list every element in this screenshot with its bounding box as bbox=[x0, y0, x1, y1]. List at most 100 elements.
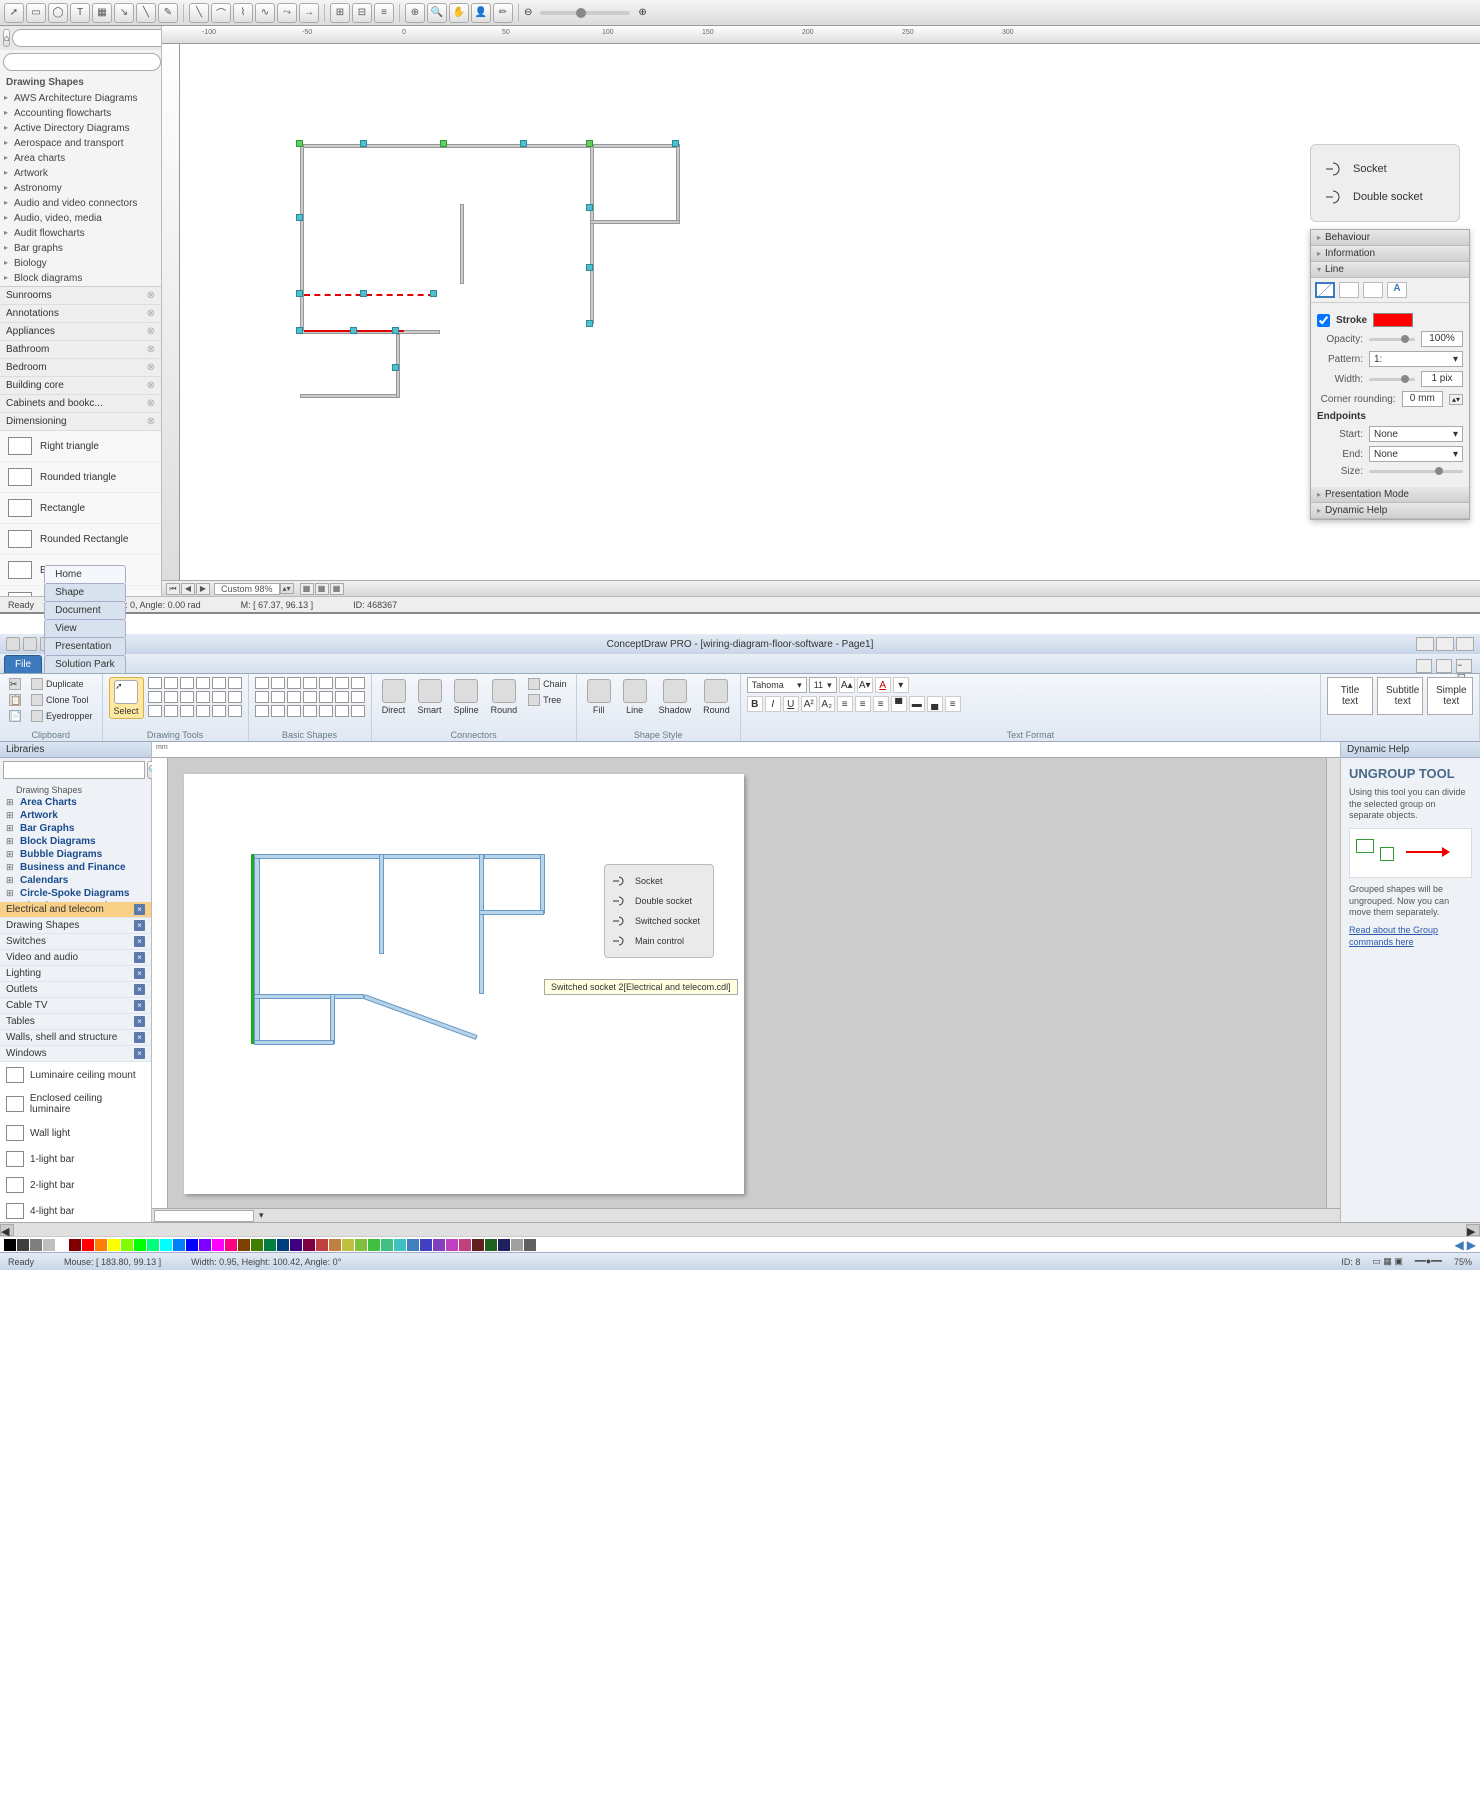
category-item[interactable]: Dimensioning⊗ bbox=[0, 413, 161, 431]
corner-value[interactable]: 0 mm bbox=[1402, 391, 1443, 407]
tool-ungroup[interactable]: ⊟ bbox=[352, 3, 372, 23]
lib-tree-item[interactable]: Business and Finance bbox=[0, 861, 151, 874]
tree-item[interactable]: Astronomy bbox=[0, 181, 161, 196]
palette-swatch[interactable] bbox=[95, 1239, 107, 1251]
bold-button[interactable]: B bbox=[747, 696, 763, 712]
tool-align[interactable]: ≡ bbox=[374, 3, 394, 23]
category-item[interactable]: Bedroom⊗ bbox=[0, 359, 161, 377]
zoom-level[interactable]: Custom 98% bbox=[214, 583, 280, 595]
palette-swatch[interactable] bbox=[446, 1239, 458, 1251]
style-button[interactable]: Shadow bbox=[655, 677, 696, 717]
opacity-value[interactable]: 100% bbox=[1421, 331, 1463, 347]
palette-swatch[interactable] bbox=[394, 1239, 406, 1251]
lib-tree-item[interactable]: Calendars bbox=[0, 874, 151, 887]
palette-swatch[interactable] bbox=[511, 1239, 523, 1251]
tree-item[interactable]: AWS Architecture Diagrams bbox=[0, 91, 161, 106]
palette-swatch[interactable] bbox=[485, 1239, 497, 1251]
lib-tree-item[interactable]: Circular Arrows Diagrams bbox=[0, 900, 151, 902]
palette-swatch[interactable] bbox=[303, 1239, 315, 1251]
canvas[interactable]: SocketDouble socket Behaviour Informatio… bbox=[180, 44, 1480, 580]
ribbon-btn-2[interactable] bbox=[1436, 659, 1452, 673]
palette-swatch[interactable] bbox=[316, 1239, 328, 1251]
bottom-scroll[interactable]: ◀▶ bbox=[0, 1222, 1480, 1236]
align-bot[interactable]: ▄ bbox=[927, 696, 943, 712]
style-button[interactable]: Round bbox=[699, 677, 734, 717]
grow-font[interactable]: A▴ bbox=[839, 677, 855, 693]
help-link[interactable]: Read about the Group commands here bbox=[1349, 925, 1438, 947]
tree-item[interactable]: Audio and video connectors bbox=[0, 196, 161, 211]
shape-item[interactable]: Rounded triangle bbox=[0, 462, 161, 493]
lib-shape-item[interactable]: Wall light bbox=[0, 1120, 151, 1146]
palette-swatch[interactable] bbox=[108, 1239, 120, 1251]
align-center[interactable]: ≡ bbox=[855, 696, 871, 712]
size-slider[interactable] bbox=[1369, 470, 1463, 473]
library-search[interactable] bbox=[3, 761, 145, 779]
paste-button[interactable]: 📄 bbox=[6, 709, 24, 723]
palette-swatch[interactable] bbox=[433, 1239, 445, 1251]
tool-user[interactable]: 👤 bbox=[471, 3, 491, 23]
library-item[interactable]: Outlets× bbox=[0, 982, 151, 998]
tree-item[interactable]: Active Directory Diagrams bbox=[0, 121, 161, 136]
palette-swatch[interactable] bbox=[43, 1239, 55, 1251]
page-first[interactable]: ⏮ bbox=[166, 583, 180, 595]
cut-button[interactable]: ✂ bbox=[6, 677, 24, 691]
search-input[interactable] bbox=[12, 29, 162, 47]
tab-fill-icon[interactable] bbox=[1339, 282, 1359, 298]
palette-swatch[interactable] bbox=[329, 1239, 341, 1251]
library-item[interactable]: Video and audio× bbox=[0, 950, 151, 966]
palette-swatch[interactable] bbox=[160, 1239, 172, 1251]
palette-swatch[interactable] bbox=[420, 1239, 432, 1251]
qat-open[interactable] bbox=[23, 637, 37, 651]
page[interactable]: SocketDouble socketSwitched socketMain c… bbox=[184, 774, 744, 1194]
duplicate-button[interactable]: Duplicate bbox=[28, 677, 96, 691]
underline-button[interactable]: U bbox=[783, 696, 799, 712]
tool-line[interactable]: ╲ bbox=[136, 3, 156, 23]
clone-button[interactable]: Clone Tool bbox=[28, 693, 96, 707]
tree-item[interactable]: Audio, video, media bbox=[0, 211, 161, 226]
palette-swatch[interactable] bbox=[173, 1239, 185, 1251]
category-item[interactable]: Cabinets and bookc...⊗ bbox=[0, 395, 161, 413]
palette-swatch[interactable] bbox=[238, 1239, 250, 1251]
library-item[interactable]: Lighting× bbox=[0, 966, 151, 982]
tree-item[interactable]: Biology bbox=[0, 256, 161, 271]
category-item[interactable]: Building core⊗ bbox=[0, 377, 161, 395]
library-item[interactable]: Drawing Shapes× bbox=[0, 918, 151, 934]
palette-swatch[interactable] bbox=[186, 1239, 198, 1251]
min-button[interactable] bbox=[1416, 637, 1434, 651]
section-information[interactable]: Information bbox=[1311, 246, 1469, 262]
lib-tree-item[interactable]: Bubble Diagrams bbox=[0, 848, 151, 861]
library-item[interactable]: Tables× bbox=[0, 1014, 151, 1030]
filter-input[interactable] bbox=[3, 53, 161, 71]
stroke-check[interactable] bbox=[1317, 314, 1330, 327]
palette-swatch[interactable] bbox=[30, 1239, 42, 1251]
width-slider[interactable] bbox=[1369, 378, 1415, 381]
tool-curve[interactable]: ∿ bbox=[255, 3, 275, 23]
tool-connector[interactable]: ↘ bbox=[114, 3, 134, 23]
palette-swatch[interactable] bbox=[472, 1239, 484, 1251]
palette-swatch[interactable] bbox=[199, 1239, 211, 1251]
tool-text[interactable]: T bbox=[70, 3, 90, 23]
tool-arrow[interactable]: → bbox=[299, 3, 319, 23]
tool-brush[interactable]: ✏ bbox=[493, 3, 513, 23]
library-item[interactable]: Switches× bbox=[0, 934, 151, 950]
palette-swatch[interactable] bbox=[264, 1239, 276, 1251]
basic-shapes-grid[interactable] bbox=[255, 677, 365, 717]
page-prev[interactable]: ◀ bbox=[181, 583, 195, 595]
zoom-slider[interactable] bbox=[540, 11, 630, 15]
title-style[interactable]: Title text bbox=[1327, 677, 1373, 715]
tool-polyline[interactable]: ⌇ bbox=[233, 3, 253, 23]
library-item[interactable]: Walls, shell and structure× bbox=[0, 1030, 151, 1046]
pattern-select[interactable]: 1:▾ bbox=[1369, 351, 1463, 367]
lib-tree-item[interactable]: Bar Graphs bbox=[0, 822, 151, 835]
tool-line2[interactable]: ╲ bbox=[189, 3, 209, 23]
tool-image[interactable]: ▦ bbox=[92, 3, 112, 23]
palette-swatch[interactable] bbox=[17, 1239, 29, 1251]
palette-swatch[interactable] bbox=[121, 1239, 133, 1251]
ribbon-tab[interactable]: Document bbox=[44, 601, 125, 619]
page-next[interactable]: ▶ bbox=[196, 583, 210, 595]
font-select[interactable]: Tahoma▾ bbox=[747, 677, 807, 693]
section-presentation[interactable]: Presentation Mode bbox=[1311, 487, 1469, 503]
connector-button[interactable]: Smart bbox=[414, 677, 446, 717]
connector-button[interactable]: Direct bbox=[378, 677, 410, 717]
copy-button[interactable]: 📋 bbox=[6, 693, 24, 707]
